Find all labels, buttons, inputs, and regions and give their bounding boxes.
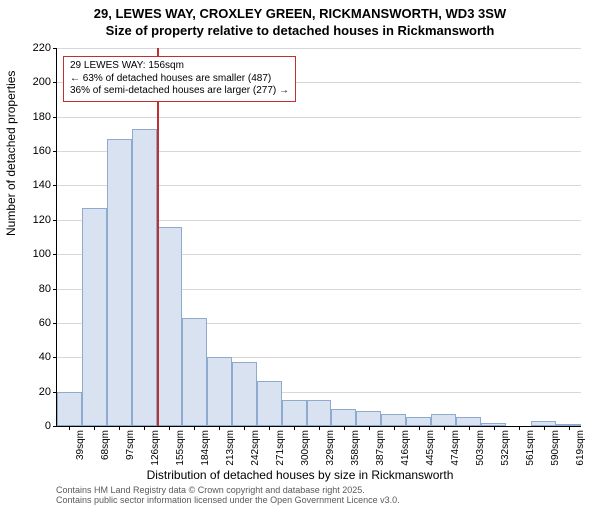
footer-line-2: Contains public sector information licen… xyxy=(56,496,400,506)
gridline xyxy=(57,117,581,118)
xtick-label: 126sqm xyxy=(148,426,161,466)
reference-line xyxy=(157,48,159,426)
histogram-bar xyxy=(57,392,82,426)
x-axis-label: Distribution of detached houses by size … xyxy=(0,468,600,482)
histogram-bar xyxy=(132,129,157,426)
histogram-bar xyxy=(406,417,431,426)
histogram-bar xyxy=(381,414,406,426)
annotation-line-1: 29 LEWES WAY: 156sqm xyxy=(70,60,289,73)
xtick-mark xyxy=(319,426,320,430)
xtick-mark xyxy=(569,426,570,430)
histogram-bar xyxy=(307,400,332,426)
xtick-mark xyxy=(419,426,420,430)
ytick-label: 200 xyxy=(33,76,57,88)
histogram-bar xyxy=(257,381,282,426)
histogram-bar xyxy=(82,208,107,426)
ytick-label: 60 xyxy=(39,317,57,329)
xtick-label: 97sqm xyxy=(123,426,136,460)
xtick-label: 300sqm xyxy=(298,426,311,466)
annotation-box: 29 LEWES WAY: 156sqm ← 63% of detached h… xyxy=(63,56,296,102)
annotation-line-3: 36% of semi-detached houses are larger (… xyxy=(70,85,289,98)
xtick-mark xyxy=(244,426,245,430)
ytick-label: 220 xyxy=(33,42,57,54)
title-line-2: Size of property relative to detached ho… xyxy=(0,23,600,38)
xtick-mark xyxy=(394,426,395,430)
xtick-label: 590sqm xyxy=(548,426,561,466)
xtick-mark xyxy=(69,426,70,430)
xtick-mark xyxy=(494,426,495,430)
ytick-label: 160 xyxy=(33,145,57,157)
y-axis-label: Number of detached properties xyxy=(4,71,18,236)
xtick-label: 387sqm xyxy=(373,426,386,466)
xtick-mark xyxy=(144,426,145,430)
ytick-label: 80 xyxy=(39,283,57,295)
xtick-mark xyxy=(469,426,470,430)
xtick-label: 39sqm xyxy=(73,426,86,460)
footer-attribution: Contains HM Land Registry data © Crown c… xyxy=(56,486,400,506)
xtick-label: 184sqm xyxy=(198,426,211,466)
ytick-label: 40 xyxy=(39,351,57,363)
histogram-bar xyxy=(456,417,481,426)
ytick-label: 100 xyxy=(33,248,57,260)
ytick-label: 180 xyxy=(33,111,57,123)
xtick-label: 445sqm xyxy=(423,426,436,466)
title-line-1: 29, LEWES WAY, CROXLEY GREEN, RICKMANSWO… xyxy=(0,6,600,21)
xtick-mark xyxy=(269,426,270,430)
ytick-label: 20 xyxy=(39,386,57,398)
xtick-label: 271sqm xyxy=(273,426,286,466)
histogram-bar xyxy=(282,400,307,426)
ytick-label: 0 xyxy=(45,420,57,432)
xtick-mark xyxy=(544,426,545,430)
xtick-label: 329sqm xyxy=(323,426,336,466)
xtick-label: 561sqm xyxy=(523,426,536,466)
xtick-mark xyxy=(194,426,195,430)
xtick-label: 619sqm xyxy=(573,426,586,466)
xtick-mark xyxy=(444,426,445,430)
histogram-bar xyxy=(356,411,381,426)
xtick-label: 68sqm xyxy=(98,426,111,460)
histogram-bar xyxy=(157,227,182,426)
histogram-bar xyxy=(232,362,257,426)
xtick-mark xyxy=(219,426,220,430)
plot-area: 02040608010012014016018020022039sqm68sqm… xyxy=(56,48,581,427)
xtick-label: 213sqm xyxy=(223,426,236,466)
histogram-bar xyxy=(331,409,356,426)
xtick-mark xyxy=(169,426,170,430)
xtick-label: 155sqm xyxy=(173,426,186,466)
ytick-label: 140 xyxy=(33,179,57,191)
xtick-mark xyxy=(294,426,295,430)
chart-container: 29, LEWES WAY, CROXLEY GREEN, RICKMANSWO… xyxy=(0,6,600,506)
xtick-mark xyxy=(519,426,520,430)
histogram-bar xyxy=(107,139,132,426)
xtick-label: 416sqm xyxy=(398,426,411,466)
xtick-label: 474sqm xyxy=(448,426,461,466)
gridline xyxy=(57,48,581,49)
xtick-label: 358sqm xyxy=(348,426,361,466)
xtick-mark xyxy=(369,426,370,430)
histogram-bar xyxy=(431,414,456,426)
histogram-bar xyxy=(182,318,207,426)
xtick-label: 503sqm xyxy=(473,426,486,466)
xtick-mark xyxy=(344,426,345,430)
xtick-label: 532sqm xyxy=(498,426,511,466)
xtick-mark xyxy=(94,426,95,430)
ytick-label: 120 xyxy=(33,214,57,226)
xtick-mark xyxy=(119,426,120,430)
annotation-line-2: ← 63% of detached houses are smaller (48… xyxy=(70,73,289,86)
xtick-label: 242sqm xyxy=(248,426,261,466)
histogram-bar xyxy=(207,357,232,426)
